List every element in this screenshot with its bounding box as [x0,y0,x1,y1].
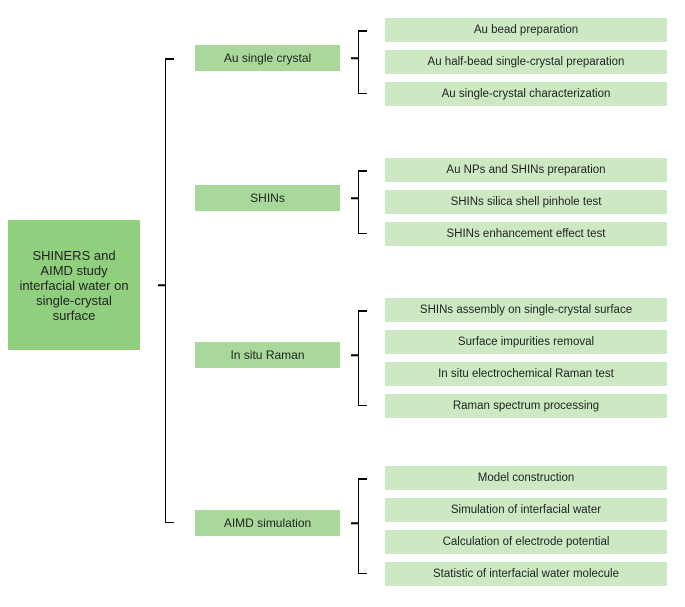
leaf-label: SHINs enhancement effect test [447,228,606,240]
branch-label: AIMD simulation [224,516,311,530]
leaf-node: Simulation of interfacial water [385,498,667,522]
branch-label: In situ Raman [230,348,304,362]
leaf-node: Au NPs and SHINs preparation [385,158,667,182]
leaf-label: In situ electrochemical Raman test [438,368,614,380]
branch-label: SHINs [250,191,285,205]
root-node: SHINERS and AIMD study interfacial water… [8,220,140,350]
branch-node: SHINs [195,185,340,211]
bracket-branch [358,310,359,406]
leaf-node: Au half-bead single-crystal preparation [385,50,667,74]
bracket-branch [358,170,359,234]
leaf-node: Au bead preparation [385,18,667,42]
root-label: SHINERS and AIMD study interfacial water… [16,248,132,323]
leaf-label: Au NPs and SHINs preparation [446,164,605,176]
leaf-node: In situ electrochemical Raman test [385,362,667,386]
leaf-label: SHINs assembly on single-crystal surface [420,304,632,316]
bracket-branch [358,478,359,574]
branch-node: AIMD simulation [195,510,340,536]
bracket-root [165,58,166,523]
leaf-node: Surface impurities removal [385,330,667,354]
leaf-node: Raman spectrum processing [385,394,667,418]
leaf-node: SHINs silica shell pinhole test [385,190,667,214]
leaf-node: Au single-crystal characterization [385,82,667,106]
leaf-node: SHINs enhancement effect test [385,222,667,246]
leaf-node: Statistic of interfacial water molecule [385,562,667,586]
leaf-label: Raman spectrum processing [453,400,599,412]
leaf-label: Au single-crystal characterization [442,88,611,100]
leaf-label: Model construction [478,472,575,484]
leaf-node: Calculation of electrode potential [385,530,667,554]
leaf-label: SHINs silica shell pinhole test [451,196,602,208]
leaf-label: Simulation of interfacial water [451,504,601,516]
branch-node: In situ Raman [195,342,340,368]
bracket-branch [358,30,359,94]
leaf-label: Statistic of interfacial water molecule [433,568,619,580]
leaf-label: Au half-bead single-crystal preparation [428,56,625,68]
branch-node: Au single crystal [195,45,340,71]
leaf-label: Calculation of electrode potential [443,536,610,548]
leaf-label: Surface impurities removal [458,336,594,348]
leaf-label: Au bead preparation [474,24,578,36]
leaf-node: SHINs assembly on single-crystal surface [385,298,667,322]
leaf-node: Model construction [385,466,667,490]
branch-label: Au single crystal [224,51,311,65]
